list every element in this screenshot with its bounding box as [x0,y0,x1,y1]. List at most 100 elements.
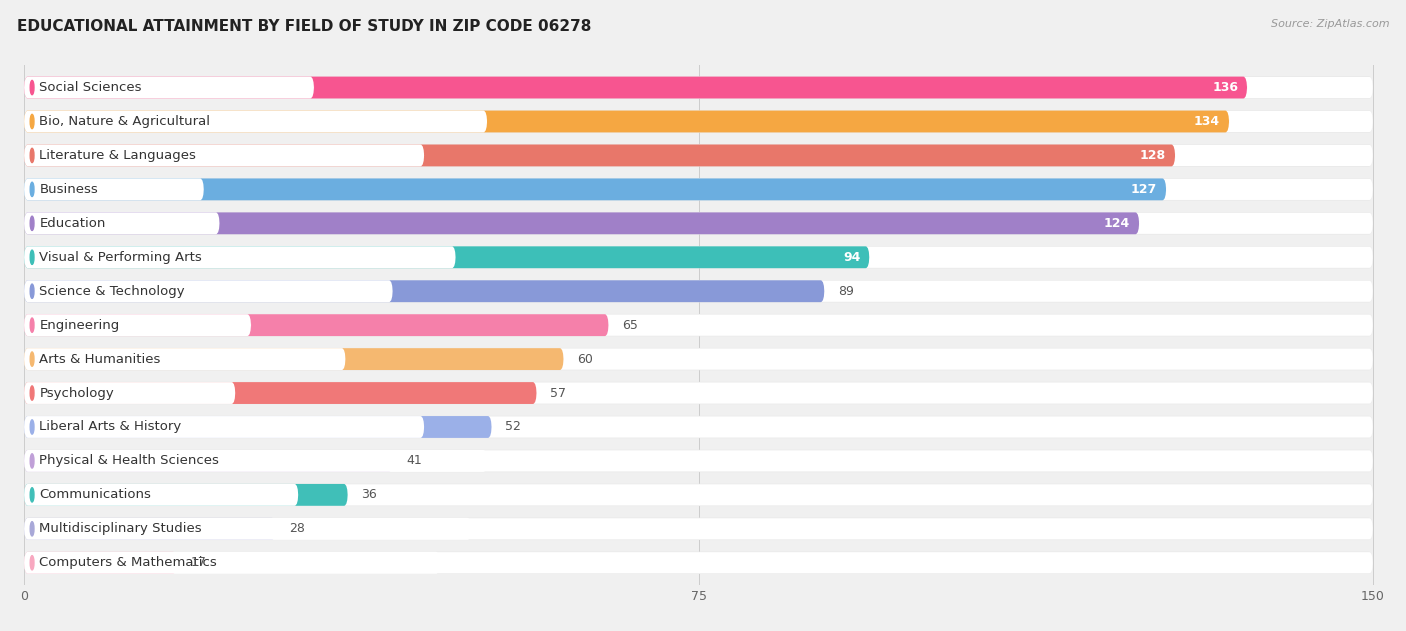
FancyBboxPatch shape [24,314,1374,336]
FancyBboxPatch shape [24,382,537,404]
FancyBboxPatch shape [24,76,1247,98]
FancyBboxPatch shape [24,110,1229,133]
Circle shape [30,386,34,400]
Text: Education: Education [39,217,105,230]
FancyBboxPatch shape [24,179,1166,200]
FancyBboxPatch shape [24,76,314,98]
FancyBboxPatch shape [24,281,1372,302]
FancyBboxPatch shape [24,144,1175,167]
FancyBboxPatch shape [24,450,392,472]
FancyBboxPatch shape [24,416,1372,437]
Text: 60: 60 [576,353,593,365]
FancyBboxPatch shape [24,213,219,234]
FancyBboxPatch shape [24,179,204,200]
FancyBboxPatch shape [24,179,1372,200]
Text: Bio, Nature & Agricultural: Bio, Nature & Agricultural [39,115,211,128]
Text: Literature & Languages: Literature & Languages [39,149,197,162]
FancyBboxPatch shape [24,246,1374,268]
FancyBboxPatch shape [24,484,1372,505]
Circle shape [30,80,34,95]
Text: 127: 127 [1130,183,1157,196]
FancyBboxPatch shape [24,247,1372,268]
Text: 36: 36 [361,488,377,502]
FancyBboxPatch shape [24,213,1372,234]
FancyBboxPatch shape [24,450,1374,472]
FancyBboxPatch shape [24,144,1374,167]
FancyBboxPatch shape [24,484,347,506]
Text: Multidisciplinary Studies: Multidisciplinary Studies [39,522,202,535]
FancyBboxPatch shape [24,551,1374,574]
FancyBboxPatch shape [24,416,492,438]
FancyBboxPatch shape [24,518,471,540]
FancyBboxPatch shape [24,246,456,268]
Text: Arts & Humanities: Arts & Humanities [39,353,160,365]
FancyBboxPatch shape [24,145,1372,166]
FancyBboxPatch shape [24,552,1372,574]
FancyBboxPatch shape [24,348,1372,370]
Text: 89: 89 [838,285,853,298]
Circle shape [30,182,34,196]
Circle shape [30,216,34,230]
Text: Communications: Communications [39,488,152,502]
Text: Engineering: Engineering [39,319,120,332]
FancyBboxPatch shape [24,450,486,472]
FancyBboxPatch shape [24,348,346,370]
FancyBboxPatch shape [24,416,1374,438]
FancyBboxPatch shape [24,451,1372,471]
Text: 128: 128 [1140,149,1166,162]
Text: Science & Technology: Science & Technology [39,285,186,298]
FancyBboxPatch shape [24,280,824,302]
FancyBboxPatch shape [24,518,1372,540]
Circle shape [30,250,34,264]
Text: 17: 17 [190,557,207,569]
FancyBboxPatch shape [24,178,1374,201]
Text: Computers & Mathematics: Computers & Mathematics [39,557,217,569]
FancyBboxPatch shape [24,348,564,370]
Text: 65: 65 [621,319,638,332]
FancyBboxPatch shape [24,144,425,167]
FancyBboxPatch shape [24,552,440,574]
Text: 136: 136 [1212,81,1239,94]
Text: Liberal Arts & History: Liberal Arts & History [39,420,181,433]
FancyBboxPatch shape [24,517,1374,540]
FancyBboxPatch shape [24,212,1374,235]
Circle shape [30,318,34,333]
Text: EDUCATIONAL ATTAINMENT BY FIELD OF STUDY IN ZIP CODE 06278: EDUCATIONAL ATTAINMENT BY FIELD OF STUDY… [17,19,592,34]
Text: Business: Business [39,183,98,196]
Circle shape [30,454,34,468]
Text: 52: 52 [505,420,522,433]
Circle shape [30,420,34,434]
FancyBboxPatch shape [24,77,1372,98]
FancyBboxPatch shape [24,314,252,336]
FancyBboxPatch shape [24,382,1372,404]
Text: 28: 28 [290,522,305,535]
Text: Physical & Health Sciences: Physical & Health Sciences [39,454,219,468]
FancyBboxPatch shape [24,213,1139,234]
FancyBboxPatch shape [24,416,425,438]
FancyBboxPatch shape [24,382,235,404]
FancyBboxPatch shape [24,280,1374,302]
FancyBboxPatch shape [24,518,276,540]
FancyBboxPatch shape [24,110,1374,133]
Text: Social Sciences: Social Sciences [39,81,142,94]
Text: 134: 134 [1194,115,1220,128]
FancyBboxPatch shape [24,315,1372,336]
FancyBboxPatch shape [24,76,1374,98]
FancyBboxPatch shape [24,111,1372,132]
Circle shape [30,352,34,366]
Text: Psychology: Psychology [39,387,114,399]
FancyBboxPatch shape [24,484,298,506]
Circle shape [30,556,34,570]
Circle shape [30,148,34,163]
FancyBboxPatch shape [24,280,392,302]
Text: 41: 41 [406,454,422,468]
Circle shape [30,284,34,298]
FancyBboxPatch shape [24,552,177,574]
FancyBboxPatch shape [24,246,869,268]
FancyBboxPatch shape [24,314,609,336]
Text: Visual & Performing Arts: Visual & Performing Arts [39,251,202,264]
Circle shape [30,522,34,536]
Text: Source: ZipAtlas.com: Source: ZipAtlas.com [1271,19,1389,29]
Circle shape [30,488,34,502]
FancyBboxPatch shape [24,484,1374,506]
